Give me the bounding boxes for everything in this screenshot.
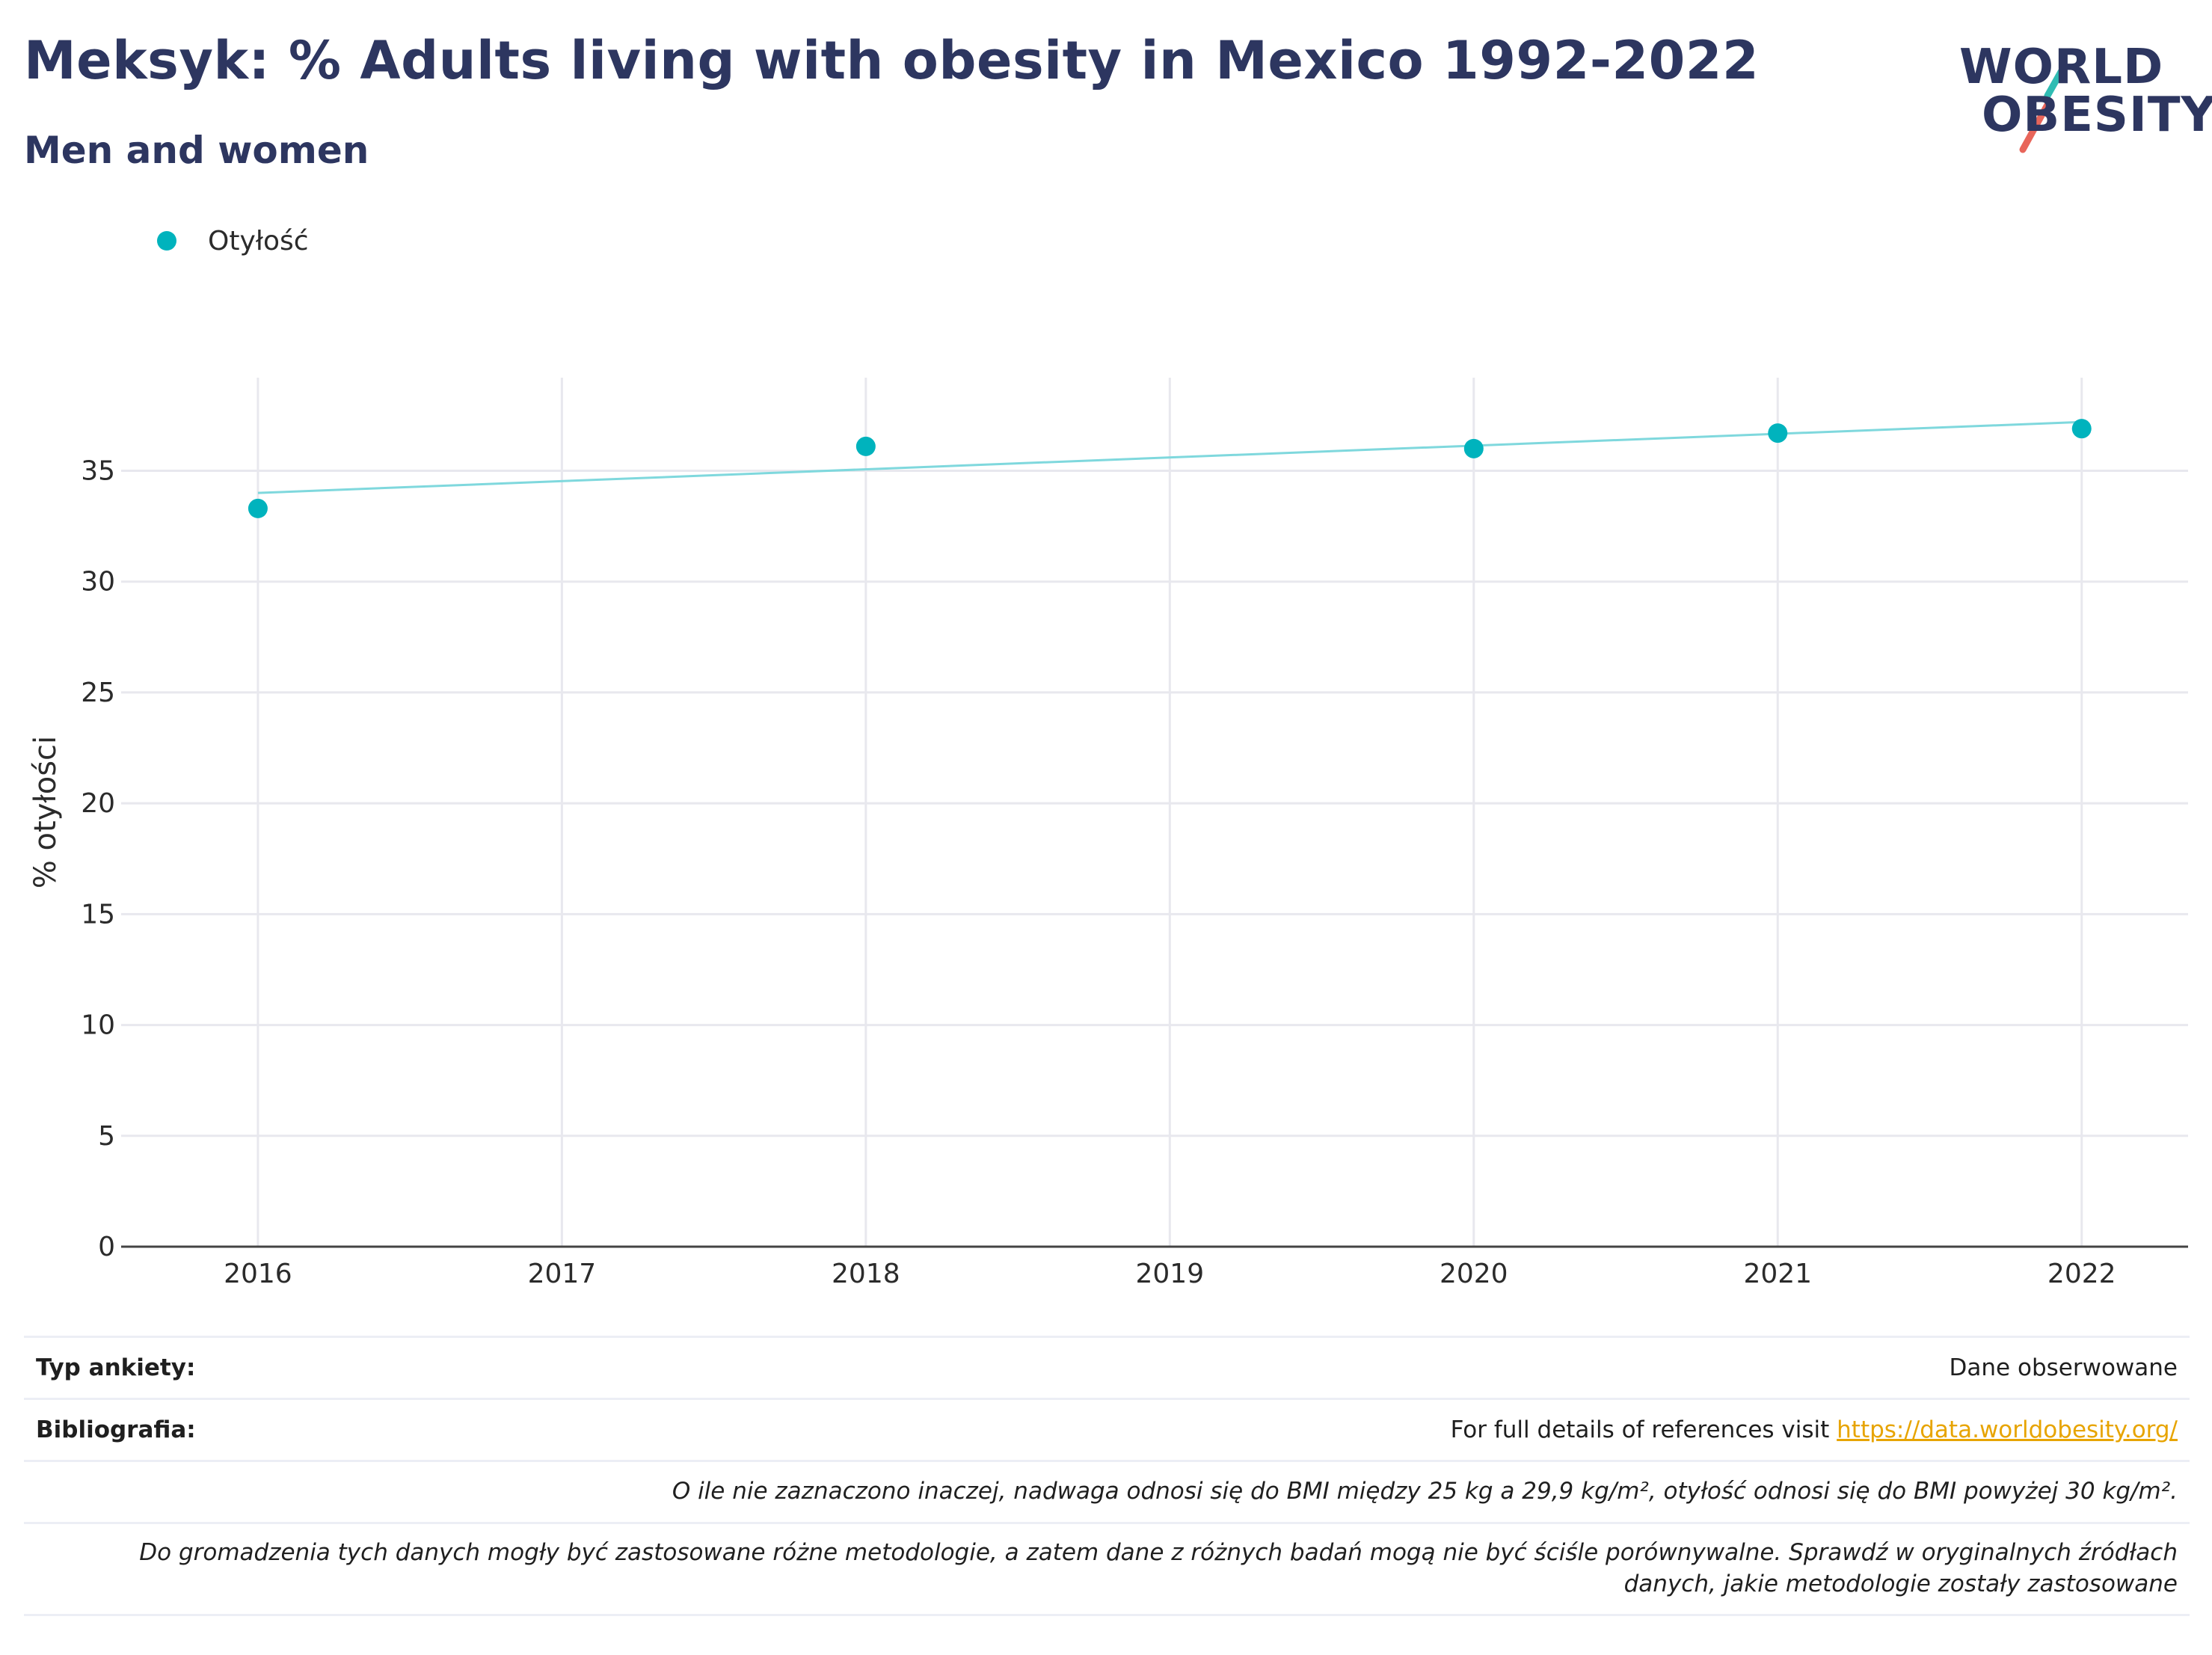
y-tick-label: 5 <box>98 1121 115 1152</box>
y-tick-label: 15 <box>81 899 115 930</box>
methodology-note: Do gromadzenia tych danych mogły być zas… <box>36 1538 2178 1600</box>
x-tick-label: 2017 <box>528 1259 597 1289</box>
survey-type-label: Typ ankiety: <box>36 1354 196 1381</box>
chart-footer: Typ ankiety: Dane obserwowane Bibliograf… <box>24 1336 2190 1616</box>
y-tick-label: 25 <box>81 678 115 708</box>
chart-subtitle: Men and women <box>24 129 369 172</box>
grid-lines <box>121 378 2188 1247</box>
data-point <box>2071 419 2092 439</box>
data-point <box>248 498 268 518</box>
bibliography-row: Bibliografia: For full details of refere… <box>24 1398 2190 1460</box>
methodology-note-line2: danych, jakie metodologie zostały zastos… <box>1623 1570 2178 1597</box>
data-point <box>1463 438 1484 458</box>
y-tick-label: 35 <box>81 456 115 487</box>
data-point <box>1768 423 1788 443</box>
y-tick-label: 10 <box>81 1010 115 1041</box>
bibliography-value: For full details of references visit htt… <box>1451 1416 2178 1443</box>
logo-slash-icon <box>2019 68 2065 153</box>
y-tick-label: 0 <box>98 1232 115 1262</box>
y-tick-label: 20 <box>81 788 115 819</box>
x-tick-label: 2016 <box>224 1259 292 1289</box>
x-tick-label: 2020 <box>1440 1259 1508 1289</box>
bibliography-link[interactable]: https://data.worldobesity.org/ <box>1837 1416 2178 1443</box>
x-tick-label: 2019 <box>1136 1259 1205 1289</box>
tick-labels: 2016 2017 2018 2019 2020 2021 2022 0 5 10 15 20 25 30… <box>28 456 2116 1290</box>
world-obesity-logo[interactable]: WORLD OBESITY <box>1952 21 2212 156</box>
x-tick-label: 2022 <box>2047 1259 2116 1289</box>
methodology-note-line1: Do gromadzenia tych danych mogły być zas… <box>139 1539 2178 1567</box>
x-tick-label: 2018 <box>832 1259 900 1289</box>
definition-note: O ile nie zaznaczono inaczej, nadwaga od… <box>672 1478 2178 1505</box>
bibliography-text: For full details of references visit <box>1450 1416 1837 1443</box>
points-layer <box>248 419 2092 518</box>
y-tick-label: 30 <box>81 567 115 598</box>
methodology-note-row: Do gromadzenia tych danych mogły być zas… <box>24 1522 2190 1616</box>
chart-title: Meksyk: % Adults living with obesity in … <box>24 30 1760 91</box>
x-tick-label: 2021 <box>1743 1259 1812 1289</box>
chart-plot: 2016 2017 2018 2019 2020 2021 2022 0 5 10 15 20 25 30… <box>28 378 2188 1290</box>
data-point <box>855 436 876 456</box>
legend-marker <box>157 231 176 251</box>
y-axis-title: % otyłości <box>28 736 63 888</box>
survey-type-value: Dane obserwowane <box>1949 1354 2178 1381</box>
bibliography-label: Bibliografia: <box>36 1416 196 1443</box>
definition-note-row: O ile nie zaznaczono inaczej, nadwaga od… <box>24 1460 2190 1522</box>
logo-text-obesity: OBESITY <box>1982 87 2212 143</box>
legend-label: Otyłość <box>208 225 309 257</box>
logo-text-world: WORLD <box>1959 40 2164 95</box>
chart-legend[interactable]: Otyłość <box>157 224 309 257</box>
survey-type-row: Typ ankiety: Dane obserwowane <box>24 1336 2190 1398</box>
